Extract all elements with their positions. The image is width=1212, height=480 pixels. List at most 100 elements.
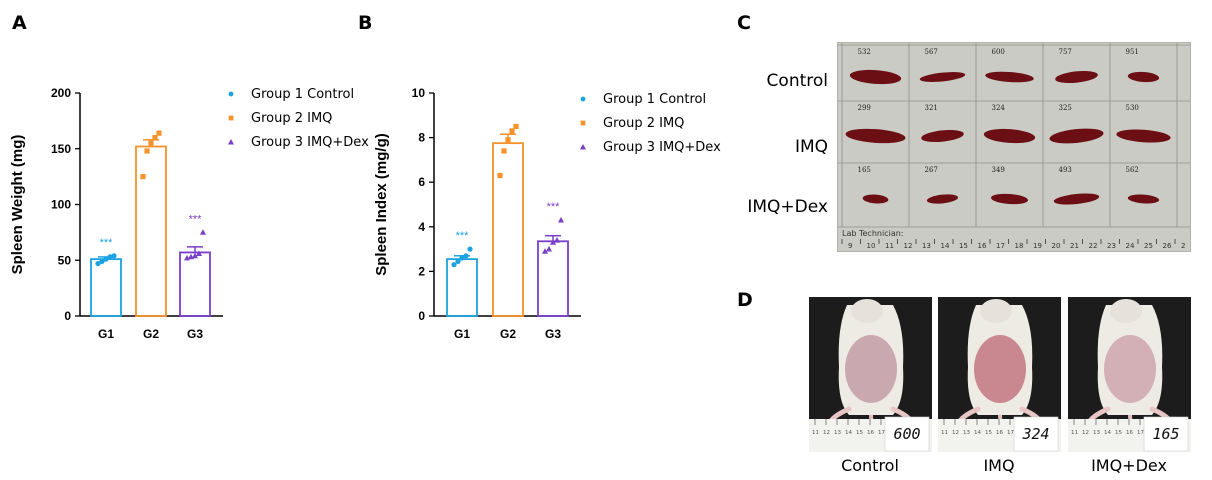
legend-marker-0: [580, 96, 586, 102]
point-G3-4: [200, 229, 206, 235]
mouse-svg-1: 11 12 13 14 15 16 17 324: [938, 299, 1061, 452]
legend-label-2: Group 3 IMQ+Dex: [251, 135, 369, 150]
spleen-id-1-0: 299: [858, 104, 871, 112]
point-G1-4: [111, 253, 117, 259]
point-G2-2: [505, 137, 511, 143]
mouse-ruler-num-1-0: 11: [941, 430, 948, 436]
board-ruler-num-1: 10: [867, 242, 876, 250]
y-tick-label-1: 50: [58, 253, 72, 267]
spleen-id-0-0: 532: [858, 48, 871, 56]
y-tick-label-4: 8: [418, 131, 425, 145]
spleen-row-label-control: Control: [766, 71, 828, 91]
spleen-2-4: [1127, 194, 1160, 204]
mouse-tag-card-1: [1013, 416, 1059, 452]
point-G2-2: [148, 140, 154, 146]
mouse-skin-0: [845, 335, 897, 403]
spleen-id-0-1: 567: [925, 48, 938, 56]
significance-G1: ***: [456, 230, 470, 242]
spleen-row-label-imq: IMQ: [794, 137, 828, 157]
mouse-head-2: [1110, 299, 1142, 323]
board-ruler-num-10: 19: [1033, 242, 1042, 250]
board-ruler-num-14: 23: [1107, 242, 1116, 250]
spleen-1-3: [1049, 128, 1104, 144]
mouse-ruler-num-0-6: 17: [878, 430, 885, 436]
board-ruler-num-8: 17: [996, 242, 1005, 250]
mouse-tag-2: 165: [1152, 425, 1179, 443]
significance-G3: ***: [189, 213, 203, 225]
spleen-id-2-2: 349: [992, 166, 1005, 174]
y-tick-label-5: 10: [412, 86, 426, 100]
legend-marker-1: [228, 115, 234, 121]
board-ruler-num-12: 21: [1070, 242, 1079, 250]
point-G3-1: [546, 245, 552, 252]
mouse-photo-imq: 11 12 13 14 15 16 17 324: [938, 297, 1061, 452]
spleen-1-0: [845, 128, 906, 144]
mouse-ruler-num-1-3: 14: [974, 430, 981, 436]
mouse-ruler-num-2-4: 15: [1115, 430, 1122, 436]
panel-letter-b: B: [358, 12, 373, 34]
point-G2-4: [156, 130, 162, 136]
panel-letter-a: A: [12, 12, 27, 34]
point-G2-3: [152, 135, 158, 141]
mouse-ruler-num-0-3: 14: [845, 430, 852, 436]
mouse-ruler-num-1-2: 13: [963, 430, 970, 436]
spleen-board-svg: 532 567 600 757 951 299 321 324 325 530 165 267 349 4…: [838, 43, 1190, 250]
spleen-0-2: [985, 71, 1034, 83]
x-tick-label-G3: G3: [545, 327, 561, 341]
spleen-id-0-4: 951: [1126, 48, 1139, 56]
spleen-id-0-2: 600: [992, 48, 1005, 56]
spleen-0-1: [919, 72, 966, 82]
significance-G3: ***: [547, 201, 561, 213]
point-G3-3: [196, 250, 202, 256]
mouse-tag-0: 600: [893, 425, 920, 443]
significance-G1: ***: [100, 237, 114, 249]
spleen-id-1-3: 325: [1059, 104, 1072, 112]
point-G3-4: [558, 216, 564, 223]
mouse-ruler-num-0-2: 13: [834, 430, 841, 436]
bar-G3: [179, 251, 211, 317]
point-G1-1: [99, 258, 105, 264]
mouse-ruler-num-1-6: 17: [1007, 430, 1014, 436]
board-ruler-num-4: 13: [922, 242, 931, 250]
mouse-photo-control: 11 12 13 14 15 16 17 600: [809, 297, 932, 452]
legend-label-2: Group 3 IMQ+Dex: [603, 140, 721, 155]
point-G2-0: [140, 174, 146, 180]
mouse-caption-control: Control: [841, 456, 899, 475]
y-tick-label-0: 0: [418, 309, 425, 323]
spleen-0-4: [1127, 71, 1160, 83]
spleen-2-2: [990, 193, 1029, 205]
spleen-2-1: [926, 194, 959, 204]
board-ruler-num-16: 25: [1144, 242, 1153, 250]
legend-marker-2: [580, 144, 586, 150]
point-G2-1: [501, 148, 507, 154]
mouse-caption-imq-dex: IMQ+Dex: [1091, 456, 1167, 475]
board-ruler-num-17: 26: [1163, 242, 1172, 250]
mouse-ruler-num-1-5: 16: [996, 430, 1003, 436]
board-ruler-num-6: 15: [959, 242, 968, 250]
spleen-id-2-4: 562: [1126, 166, 1139, 174]
y-axis-label: Spleen Index (mg/g): [373, 133, 390, 276]
board-ruler-num-0: 9: [848, 242, 852, 250]
board-ruler-num-7: 16: [978, 242, 987, 250]
mouse-ruler-num-1-1: 12: [952, 430, 959, 436]
panel-letter-c: C: [737, 12, 751, 34]
board-ruler-num-15: 24: [1126, 242, 1135, 250]
mouse-skin-1: [974, 335, 1026, 403]
mouse-ruler-num-2-6: 17: [1137, 430, 1144, 436]
point-G1-2: [103, 256, 109, 262]
spleen-id-2-3: 493: [1059, 166, 1072, 174]
point-G2-0: [497, 172, 503, 179]
y-tick-label-2: 100: [51, 198, 71, 212]
bar-G2: [135, 145, 167, 317]
board-ruler-num-13: 22: [1089, 242, 1098, 250]
point-G3-3: [554, 236, 560, 243]
x-tick-label-G2: G2: [500, 327, 516, 341]
mouse-tag-card-2: [1143, 416, 1189, 452]
spleen-0-3: [1055, 70, 1098, 84]
x-tick-label-G1: G1: [454, 327, 470, 341]
mouse-ruler-num-1-4: 15: [985, 430, 992, 436]
legend-marker-0: [228, 91, 234, 97]
point-G2-4: [513, 123, 519, 130]
legend-label-1: Group 2 IMQ: [251, 111, 332, 126]
